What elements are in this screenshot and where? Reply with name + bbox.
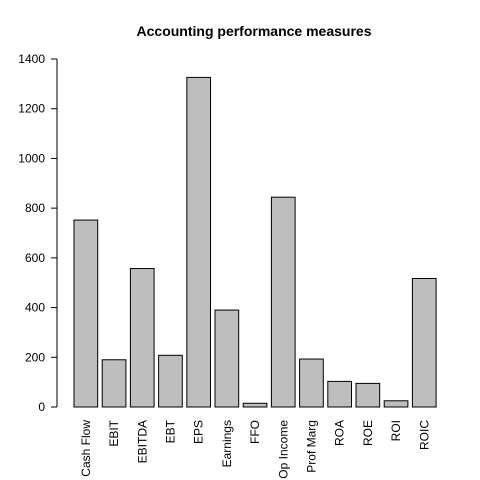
x-tick-label: EBT bbox=[163, 419, 177, 443]
x-tick-label: EBITDA bbox=[135, 420, 149, 463]
bar-ebit bbox=[101, 359, 127, 408]
y-axis: 0 200 400 600 800 1000 1200 1400 bbox=[18, 52, 58, 414]
bar-ebitda bbox=[129, 268, 155, 408]
y-tick-label: 200 bbox=[25, 350, 45, 364]
y-tick-label: 1000 bbox=[18, 151, 45, 165]
y-tick-label: 800 bbox=[25, 201, 45, 215]
x-tick-label: Earnings bbox=[220, 420, 234, 467]
y-tick-label: 0 bbox=[38, 400, 45, 414]
bars bbox=[73, 76, 437, 408]
bar-prof-marg bbox=[299, 358, 324, 408]
x-tick-label: ROI bbox=[389, 420, 403, 441]
x-axis-labels: Cash Flow EBIT EBITDA EBT EPS Earnings FFO Op I… bbox=[79, 419, 431, 478]
y-tick-label: 1400 bbox=[18, 52, 45, 66]
bar-eps bbox=[186, 76, 212, 408]
bar-roa bbox=[327, 380, 352, 408]
bar-ebt bbox=[158, 354, 183, 408]
bar-op-income bbox=[270, 196, 296, 408]
x-tick-label: EBIT bbox=[107, 419, 121, 446]
bar-roe bbox=[355, 382, 381, 408]
y-tick-label: 1200 bbox=[18, 102, 45, 116]
x-tick-label: ROE bbox=[361, 420, 375, 446]
bar-cash-flow bbox=[73, 219, 99, 408]
x-tick-label: Cash Flow bbox=[79, 420, 93, 477]
bar-earnings bbox=[214, 309, 240, 408]
x-tick-label: FFO bbox=[248, 420, 262, 444]
x-tick-label: ROA bbox=[333, 420, 347, 446]
chart-title: Accounting performance measures bbox=[137, 23, 372, 39]
bar-ffo bbox=[242, 402, 268, 408]
bar-roic bbox=[411, 277, 437, 408]
bar-roi bbox=[383, 400, 409, 408]
x-tick-label: Prof Marg bbox=[304, 420, 318, 473]
y-tick-label: 400 bbox=[25, 301, 45, 315]
x-tick-label: EPS bbox=[192, 420, 206, 444]
y-tick-label: 600 bbox=[25, 251, 45, 265]
x-tick-label: Op Income bbox=[276, 420, 290, 479]
x-tick-label: ROIC bbox=[417, 420, 431, 450]
